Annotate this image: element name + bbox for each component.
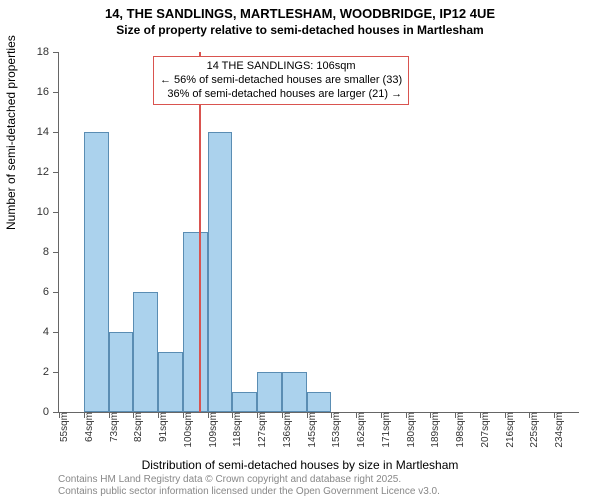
x-tick-label: 118sqm [229, 412, 243, 447]
y-tick-label: 4 [43, 326, 59, 338]
histogram-bar [158, 352, 183, 412]
x-tick-label: 216sqm [502, 412, 516, 448]
histogram-bar [232, 392, 257, 412]
x-tick-label: 145sqm [304, 412, 318, 448]
marker-line [199, 52, 201, 412]
histogram-bar [84, 132, 109, 412]
y-axis-label: Number of semi-detached properties [4, 35, 18, 230]
histogram-bar [307, 392, 332, 412]
x-tick-label: 136sqm [279, 412, 293, 448]
histogram-bar [257, 372, 282, 412]
y-tick-label: 10 [37, 206, 59, 218]
chart-title: 14, THE SANDLINGS, MARTLESHAM, WOODBRIDG… [0, 0, 600, 23]
x-tick-label: 127sqm [254, 412, 268, 448]
footer-attribution: Contains HM Land Registry data © Crown c… [58, 474, 440, 498]
y-tick-label: 14 [37, 126, 59, 138]
chart-container: 14, THE SANDLINGS, MARTLESHAM, WOODBRIDG… [0, 0, 600, 500]
x-tick-label: 100sqm [180, 412, 194, 448]
histogram-bar [183, 232, 208, 412]
y-tick-label: 2 [43, 366, 59, 378]
histogram-bar [208, 132, 233, 412]
footer-line-1: Contains HM Land Registry data © Crown c… [58, 474, 440, 486]
x-tick-label: 162sqm [353, 412, 367, 448]
x-tick-label: 189sqm [427, 412, 441, 448]
x-tick-label: 180sqm [403, 412, 417, 448]
annotation-box: 14 THE SANDLINGS: 106sqm← 56% of semi-de… [153, 56, 409, 105]
x-axis-label: Distribution of semi-detached houses by … [0, 458, 600, 472]
x-tick-label: 64sqm [81, 412, 95, 442]
chart-subtitle: Size of property relative to semi-detach… [0, 23, 600, 37]
y-tick-label: 16 [37, 86, 59, 98]
x-tick-label: 73sqm [106, 412, 120, 442]
x-tick-label: 91sqm [155, 412, 169, 442]
annotation-line: 14 THE SANDLINGS: 106sqm [160, 60, 402, 74]
x-tick-label: 207sqm [477, 412, 491, 448]
histogram-bar [133, 292, 158, 412]
x-tick-label: 55sqm [56, 412, 70, 442]
x-tick-label: 82sqm [130, 412, 144, 442]
footer-line-2: Contains public sector information licen… [58, 486, 440, 498]
y-tick-label: 8 [43, 246, 59, 258]
annotation-line: ← 56% of semi-detached houses are smalle… [160, 74, 402, 88]
y-tick-label: 18 [37, 46, 59, 58]
y-tick-label: 6 [43, 286, 59, 298]
x-tick-label: 171sqm [378, 412, 392, 448]
x-tick-label: 225sqm [526, 412, 540, 448]
x-tick-label: 153sqm [328, 412, 342, 448]
histogram-bar [109, 332, 134, 412]
annotation-line: 36% of semi-detached houses are larger (… [160, 88, 402, 102]
x-tick-label: 234sqm [551, 412, 565, 448]
histogram-bar [282, 372, 307, 412]
x-tick-label: 198sqm [452, 412, 466, 448]
plot-area: 02468101214161855sqm64sqm73sqm82sqm91sqm… [58, 52, 579, 413]
y-tick-label: 12 [37, 166, 59, 178]
x-tick-label: 109sqm [205, 412, 219, 448]
